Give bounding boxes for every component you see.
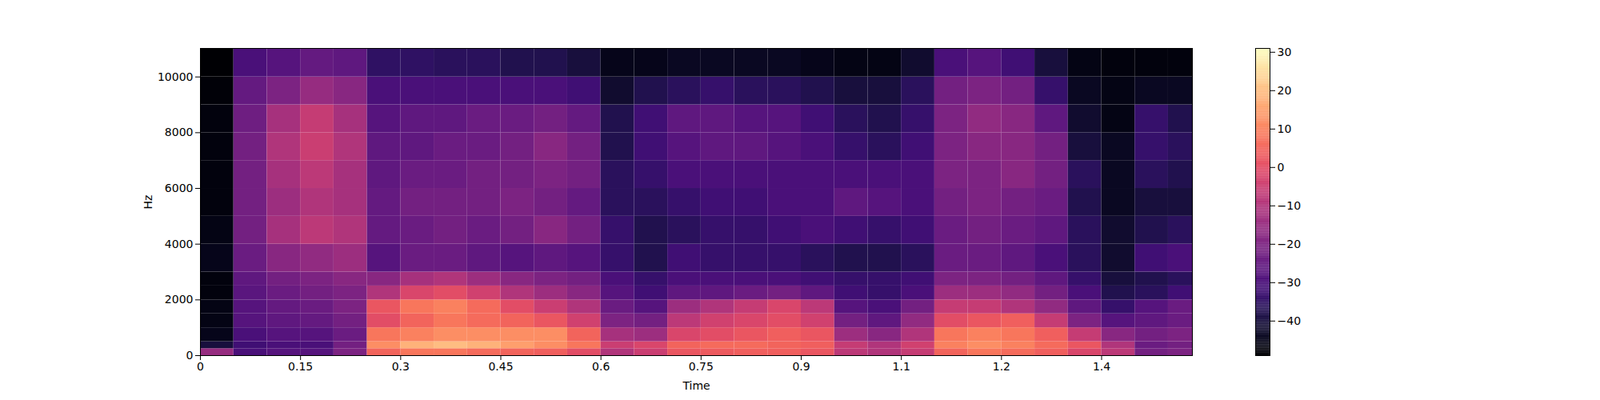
svg-text:6000: 6000 <box>164 181 194 195</box>
svg-text:0.3: 0.3 <box>392 360 410 373</box>
svg-text:10000: 10000 <box>157 70 194 84</box>
svg-text:0: 0 <box>186 348 194 362</box>
svg-text:−20: −20 <box>1277 237 1302 251</box>
svg-text:30: 30 <box>1277 45 1292 59</box>
svg-text:1.2: 1.2 <box>992 360 1011 373</box>
svg-text:1.4: 1.4 <box>1092 360 1111 373</box>
svg-text:8000: 8000 <box>164 125 194 139</box>
svg-text:Hz: Hz <box>141 195 155 210</box>
svg-text:2000: 2000 <box>164 292 194 306</box>
svg-text:0.9: 0.9 <box>792 360 810 373</box>
svg-text:0: 0 <box>196 360 204 373</box>
svg-text:0.6: 0.6 <box>592 360 610 373</box>
svg-text:10: 10 <box>1277 122 1292 136</box>
svg-text:20: 20 <box>1277 84 1292 97</box>
svg-text:0: 0 <box>1277 160 1285 174</box>
svg-text:1.1: 1.1 <box>892 360 911 373</box>
svg-text:−40: −40 <box>1277 314 1302 328</box>
svg-text:−30: −30 <box>1277 276 1302 289</box>
svg-text:−10: −10 <box>1277 199 1302 212</box>
svg-text:4000: 4000 <box>164 237 194 251</box>
svg-text:Time: Time <box>681 379 710 392</box>
svg-text:0.45: 0.45 <box>488 360 513 373</box>
svg-text:0.75: 0.75 <box>688 360 714 373</box>
svg-text:0.15: 0.15 <box>288 360 313 373</box>
